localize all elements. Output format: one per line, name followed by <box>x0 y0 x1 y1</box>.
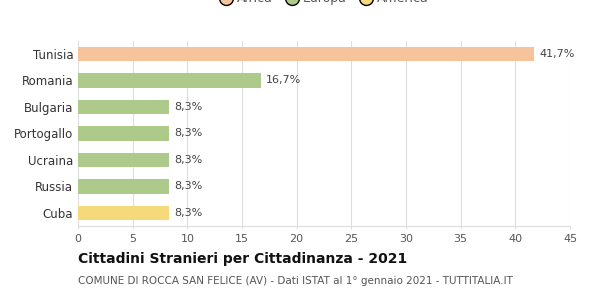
Text: 8,3%: 8,3% <box>174 155 202 165</box>
Text: 8,3%: 8,3% <box>174 128 202 138</box>
Bar <box>78 99 169 114</box>
Text: Cittadini Stranieri per Cittadinanza - 2021: Cittadini Stranieri per Cittadinanza - 2… <box>78 252 407 266</box>
Bar <box>78 126 169 141</box>
Bar <box>78 47 534 61</box>
Bar <box>78 206 169 220</box>
Bar <box>78 73 260 88</box>
Legend: Africa, Europa, America: Africa, Europa, America <box>215 0 433 10</box>
Bar <box>78 153 169 167</box>
Text: 41,7%: 41,7% <box>539 49 575 59</box>
Text: 8,3%: 8,3% <box>174 182 202 191</box>
Text: 8,3%: 8,3% <box>174 102 202 112</box>
Text: 16,7%: 16,7% <box>266 75 301 85</box>
Text: COMUNE DI ROCCA SAN FELICE (AV) - Dati ISTAT al 1° gennaio 2021 - TUTTITALIA.IT: COMUNE DI ROCCA SAN FELICE (AV) - Dati I… <box>78 276 513 285</box>
Bar <box>78 179 169 194</box>
Text: 8,3%: 8,3% <box>174 208 202 218</box>
